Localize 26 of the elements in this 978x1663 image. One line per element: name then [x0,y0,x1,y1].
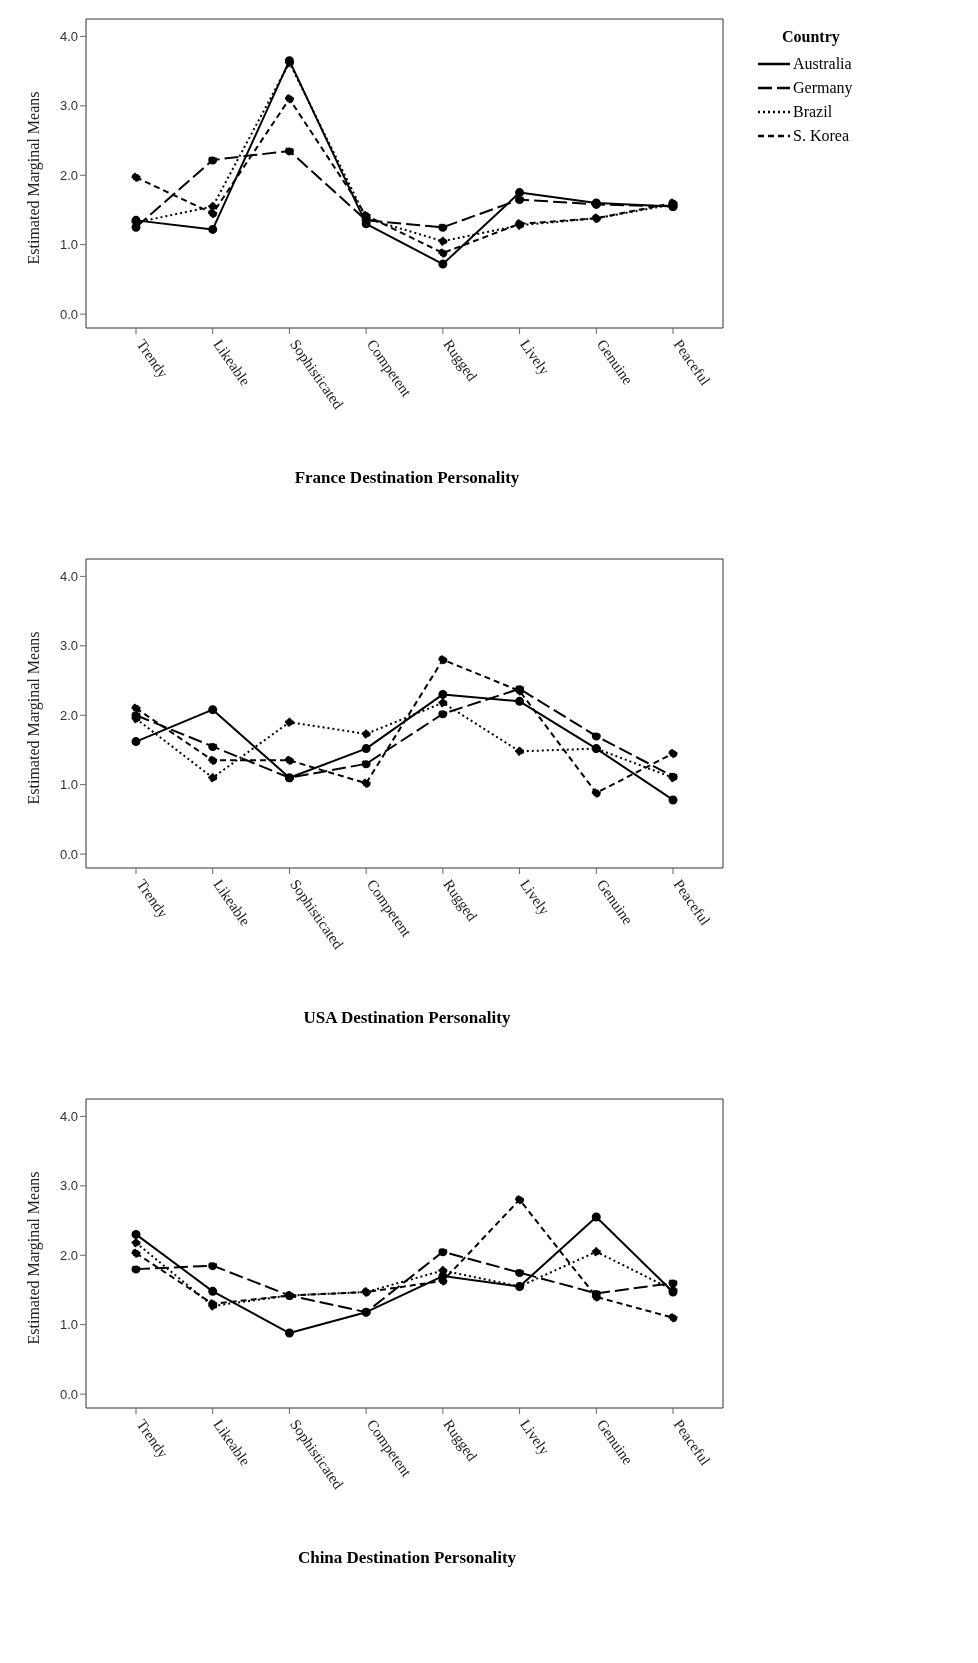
legend-label: Germany [793,79,853,97]
y-tick-label: 0.0 [59,846,78,862]
y-tick-label: 4.0 [59,568,78,584]
y-axis-title: Estimated Marginal Means [25,631,43,805]
y-tick-label: 0.0 [59,306,78,322]
y-tick-label: 1.0 [59,1317,78,1333]
y-tick-label: 4.0 [59,1108,78,1124]
x-axis-title: USA Destination Personality [302,1008,512,1028]
x-axis-title: China Destination Personality [296,1548,518,1568]
legend-title: Country [782,28,841,46]
y-tick-label: 0.0 [59,1386,78,1402]
y-tick-label: 1.0 [59,777,78,793]
y-tick-label: 2.0 [59,707,78,723]
y-axis-title: Estimated Marginal Means [25,1171,43,1345]
legend-label: Brazil [793,103,833,121]
y-tick-label: 4.0 [59,28,78,44]
y-axis-title: Estimated Marginal Means [25,91,43,265]
y-tick-label: 2.0 [59,167,78,183]
y-tick-label: 2.0 [59,1247,78,1263]
legend-label: S. Korea [793,127,849,145]
y-tick-label: 3.0 [59,98,78,114]
x-axis-title: France Destination Personality [293,468,521,488]
y-tick-label: 3.0 [59,638,78,654]
legend-label: Australia [793,55,852,73]
y-tick-label: 3.0 [59,1178,78,1194]
y-tick-label: 1.0 [59,237,78,253]
